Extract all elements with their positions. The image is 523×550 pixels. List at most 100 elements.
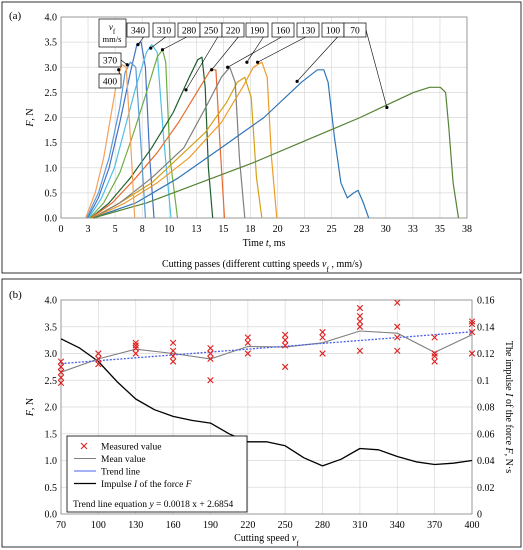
y-tick-label-a: 1.0 [45, 163, 58, 174]
panel-a-label: (a) [9, 10, 22, 22]
measured-point [207, 344, 214, 352]
legend-item-label: Trend line [101, 468, 140, 478]
callout-point-310 [149, 46, 153, 50]
legend-label-130: 130 [301, 27, 316, 37]
legend-header-var: vf [109, 22, 116, 36]
x-tick-label-a: 0 [59, 224, 64, 235]
measured-point-stroke [57, 379, 65, 387]
measured-point-stroke [394, 347, 401, 355]
measured-point [394, 334, 401, 341]
x-axis-label-a: Time t, ms [243, 238, 286, 249]
series-line-370 [86, 61, 146, 219]
measured-point [95, 361, 102, 368]
measured-point [431, 352, 438, 360]
y-axis-label-b: F, N [25, 398, 36, 417]
callout-leader-100 [296, 29, 345, 82]
callout-point-370 [125, 63, 129, 67]
y2-tick-label-b: 0 [477, 510, 482, 521]
measured-point [207, 377, 214, 384]
measured-point-stroke [244, 334, 252, 341]
legend-label-190: 190 [250, 27, 265, 37]
measured-point-stroke [431, 350, 438, 357]
y-tick-label-a: 1.5 [45, 138, 58, 149]
x-tick-label-a: 38 [462, 224, 472, 235]
x-tick-label-a: 13 [191, 224, 201, 235]
y-tick-label-b: 2.5 [45, 376, 58, 387]
callout-point-280 [160, 48, 165, 52]
x-tick-label-b: 280 [315, 520, 330, 531]
measured-point-stroke [281, 331, 289, 338]
measured-point-stroke [169, 339, 177, 346]
x-tick-label-b: 70 [56, 520, 66, 531]
measured-point-stroke [244, 350, 252, 357]
measured-point [394, 347, 401, 355]
x-tick-label-b: 130 [128, 520, 143, 531]
measured-point-stroke [57, 358, 65, 365]
callout-box-310 [152, 22, 176, 38]
trend-equation: Trend line equation y = 0.0018 x + 2.685… [73, 500, 233, 510]
x-tick-label-a: 30 [381, 224, 391, 235]
measured-point [431, 334, 438, 341]
measured-point [169, 347, 177, 355]
measured-point-stroke [319, 328, 326, 336]
measured-point-stroke [468, 350, 476, 357]
measured-point [394, 323, 401, 330]
measured-point [319, 328, 326, 336]
y-tick-label-b: 1.0 [45, 456, 58, 467]
legend-marker-measured [80, 442, 88, 450]
measured-point-stroke [57, 369, 65, 376]
measured-point [356, 318, 364, 325]
panel-b-label: (b) [9, 289, 22, 301]
measured-point-stroke [207, 344, 214, 352]
y-tick-label-b: 4.0 [45, 296, 58, 307]
legend-label-370: 370 [103, 57, 118, 67]
mean-line [60, 330, 473, 373]
series-line-70 [92, 86, 460, 219]
y2-tick-label-b: 0.1 [477, 376, 490, 387]
measured-point [356, 323, 364, 330]
callout-box-130 [296, 22, 320, 38]
measured-point [95, 350, 102, 357]
measured-point-stroke [169, 347, 177, 355]
y-tick-label-a: 2.0 [45, 113, 58, 124]
legend-label-250: 250 [204, 27, 219, 37]
impulse-line [60, 338, 473, 467]
legend-header-unit: mm/s [103, 34, 122, 44]
series-line-100 [92, 69, 370, 219]
legend-item-label: Impulse I of the force F [101, 479, 192, 490]
measured-point [244, 350, 252, 357]
legend-b: Measured value Mean value Trend lineImpuls… [66, 435, 248, 513]
measured-point-stroke [394, 299, 401, 306]
legend-item-label: Mean value [101, 455, 146, 465]
series-line-250 [90, 56, 214, 219]
callout-point-220 [210, 68, 214, 72]
callout-box-370 [98, 52, 122, 68]
y-axis-label-a: F, N [25, 108, 36, 127]
measured-point [394, 299, 401, 306]
y-tick-label-b: 1.5 [45, 429, 58, 440]
measured-point-stroke [394, 334, 401, 341]
measured-point-stroke [468, 318, 476, 325]
y-tick-label-a: 2.5 [45, 88, 58, 99]
trend-line [60, 331, 473, 365]
measured-point-stroke [281, 363, 289, 371]
measured-point-stroke [207, 377, 214, 384]
measured-point [169, 358, 177, 365]
measured-point-stroke [169, 352, 177, 360]
y-tick-label-b: 0.0 [45, 510, 58, 521]
x-axis-label-b: Cutting speed vf [234, 533, 299, 548]
series-line-220 [90, 69, 226, 219]
measured-point [468, 350, 476, 357]
series-line-160 [92, 66, 246, 219]
y-tick-label-b: 2.0 [45, 403, 58, 414]
measured-point-stroke [132, 342, 139, 349]
measured-point [207, 355, 214, 363]
callout-point-70 [385, 105, 389, 110]
measured-point [132, 342, 139, 349]
measured-point [57, 379, 65, 387]
measured-point [281, 342, 289, 349]
callout-box-190 [245, 22, 269, 38]
y2-tick-label-b: 0.04 [477, 456, 495, 467]
measured-point [57, 363, 65, 371]
measured-point [431, 350, 438, 357]
